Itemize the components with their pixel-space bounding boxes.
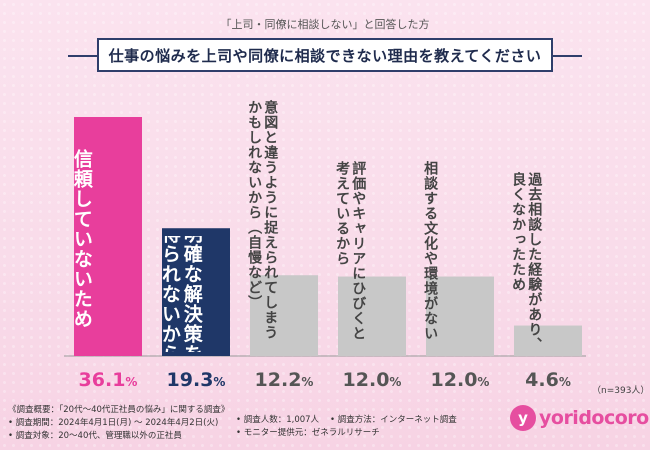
footer-line: • モニター提供元：ゼネラルリサーチ	[236, 428, 380, 438]
footer-line: • 調査人数：1,007人	[236, 415, 320, 425]
category-label-text: 意図と違うように捉えられてしまう かもしれないから（自慢など）	[246, 100, 279, 340]
value-label-4: 12.0%	[343, 369, 402, 391]
logo-text: yoridocoro	[539, 407, 649, 429]
category-label-text: 明確な解決策を 得られないから	[158, 236, 203, 352]
footer-line: • 調査方法：インターネット調査	[330, 415, 457, 425]
sample-size-note: （n=393人）	[592, 386, 650, 396]
category-label-text: 過去相談した経験があり、 良くなかったため	[510, 172, 543, 352]
title-rule-left	[68, 55, 97, 57]
survey-overview: 《調査概要：「20代〜40代正社員の悩み」に関する調査》 • 調査期間：2024…	[8, 404, 229, 443]
category-label-3: 意図と違うように捉えられてしまう かもしれないから（自慢など）	[246, 100, 279, 340]
bar-4	[338, 276, 406, 356]
chart-subtitle: 「上司・同僚に相談しない」と回答した方	[220, 18, 430, 31]
value-label-3: 12.2%	[255, 369, 314, 391]
bar-6	[514, 325, 582, 356]
footer-line: 《調査概要：「20代〜40代正社員の悩み」に関する調査》	[8, 405, 230, 415]
value-label-5: 12.0%	[431, 369, 490, 391]
survey-overview-col2: • 調査人数：1,007人 • モニター提供元：ゼネラルリサーチ	[236, 414, 380, 440]
category-label-2: 明確な解決策を 得られないから	[158, 236, 203, 352]
brand-logo: y yoridocoro	[510, 405, 649, 431]
category-label-5: 相談する文化や環境がない	[422, 161, 439, 341]
footer-line: • 調査期間：2024年4月1日(月) 〜 2024年4月2日(火)	[8, 418, 219, 428]
chart-title: 仕事の悩みを上司や同僚に相談できない理由を教えてください	[97, 38, 553, 72]
value-label-6: 4.6%	[525, 369, 571, 391]
title-rule-right	[553, 55, 582, 57]
bar-3	[250, 275, 318, 356]
category-label-4: 評価やキャリアにひびくと 考えているから	[334, 161, 367, 341]
category-label-text: 評価やキャリアにひびくと 考えているから	[334, 161, 367, 341]
survey-overview-col3: • 調査方法：インターネット調査	[330, 414, 457, 427]
bar-1	[74, 117, 142, 356]
value-label-1: 36.1%	[79, 369, 138, 391]
value-label-2: 19.3%	[167, 369, 226, 391]
category-label-text: 相談する文化や環境がない	[422, 161, 439, 341]
bar-2	[162, 228, 230, 356]
logo-icon: y	[510, 405, 536, 431]
footer-line: • 調査対象：20〜40代、管理職以外の正社員	[8, 431, 182, 441]
bar-5	[426, 276, 494, 356]
category-label-6: 過去相談した経験があり、 良くなかったため	[510, 172, 543, 352]
category-label-text: 信頼していないため	[70, 148, 93, 329]
category-label-1: 信頼していないため	[70, 148, 93, 329]
